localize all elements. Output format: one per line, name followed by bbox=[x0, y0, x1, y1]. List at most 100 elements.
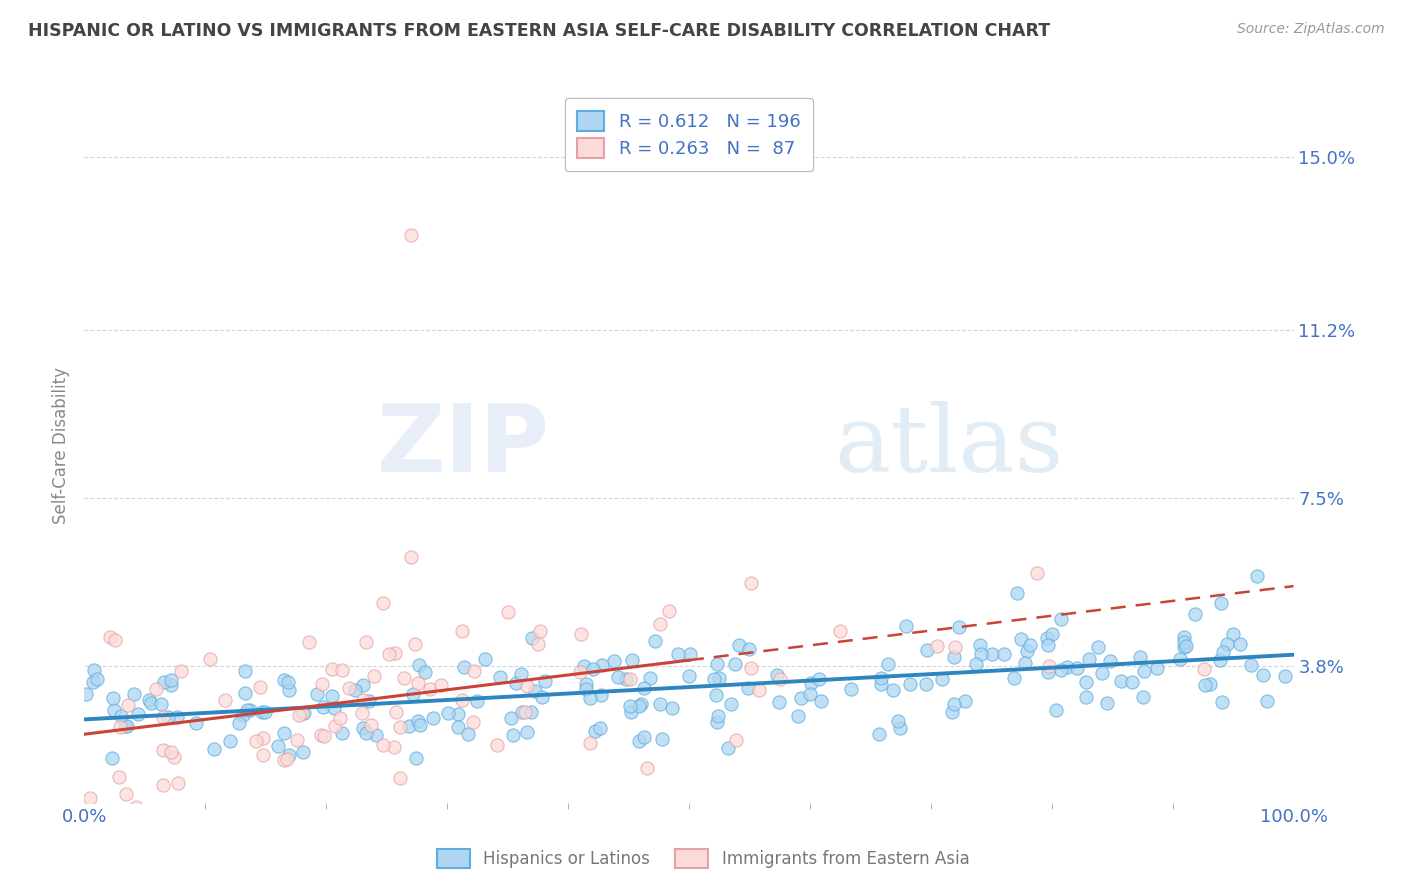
Point bbox=[568, 665, 591, 679]
Point bbox=[322, 701, 344, 715]
Point bbox=[277, 675, 299, 690]
Point bbox=[1025, 566, 1047, 581]
Point bbox=[526, 637, 548, 651]
Point bbox=[405, 751, 427, 765]
Point bbox=[1045, 703, 1067, 717]
Point bbox=[1194, 678, 1216, 692]
Point bbox=[254, 706, 277, 720]
Point bbox=[233, 664, 256, 678]
Point bbox=[1017, 644, 1039, 658]
Point bbox=[707, 709, 730, 723]
Point bbox=[138, 693, 160, 707]
Point bbox=[1014, 656, 1036, 670]
Point bbox=[287, 733, 309, 747]
Point bbox=[486, 738, 509, 752]
Point bbox=[1050, 611, 1073, 625]
Point bbox=[1240, 657, 1263, 672]
Point bbox=[931, 672, 953, 686]
Point bbox=[1066, 661, 1088, 675]
Point bbox=[1209, 653, 1232, 667]
Point bbox=[1005, 586, 1028, 600]
Point bbox=[505, 676, 527, 690]
Point bbox=[607, 671, 630, 685]
Point bbox=[235, 686, 257, 700]
Point bbox=[768, 695, 790, 709]
Y-axis label: Self-Care Disability: Self-Care Disability bbox=[52, 368, 70, 524]
Point bbox=[366, 728, 388, 742]
Point bbox=[1173, 630, 1195, 644]
Point bbox=[1222, 627, 1244, 641]
Point bbox=[159, 745, 181, 759]
Point bbox=[157, 710, 180, 724]
Point bbox=[1002, 671, 1025, 685]
Point bbox=[86, 672, 108, 686]
Point bbox=[520, 705, 543, 719]
Point bbox=[679, 647, 702, 661]
Point bbox=[530, 690, 553, 704]
Point bbox=[1038, 658, 1060, 673]
Point bbox=[706, 714, 728, 729]
Point bbox=[232, 707, 254, 722]
Point bbox=[969, 638, 991, 652]
Point bbox=[1036, 638, 1059, 652]
Point bbox=[465, 694, 488, 708]
Point bbox=[108, 770, 131, 784]
Point bbox=[633, 730, 655, 744]
Point bbox=[644, 634, 666, 648]
Point bbox=[790, 690, 813, 705]
Point bbox=[993, 648, 1015, 662]
Point bbox=[463, 664, 485, 678]
Point bbox=[329, 711, 352, 725]
Point bbox=[388, 720, 411, 734]
Point bbox=[79, 791, 101, 805]
Point bbox=[630, 697, 652, 711]
Point bbox=[352, 706, 374, 720]
Point bbox=[628, 734, 651, 748]
Text: atlas: atlas bbox=[834, 401, 1063, 491]
Point bbox=[122, 687, 145, 701]
Point bbox=[915, 677, 938, 691]
Point bbox=[385, 705, 408, 719]
Point bbox=[214, 692, 236, 706]
Point bbox=[724, 733, 747, 747]
Point bbox=[249, 681, 271, 695]
Point bbox=[388, 771, 411, 785]
Point bbox=[398, 719, 420, 733]
Point bbox=[198, 652, 221, 666]
Point bbox=[104, 632, 127, 647]
Point bbox=[627, 699, 650, 714]
Point bbox=[312, 729, 335, 743]
Point bbox=[1128, 649, 1150, 664]
Point bbox=[728, 638, 751, 652]
Point bbox=[661, 701, 683, 715]
Point bbox=[273, 673, 295, 687]
Point bbox=[830, 624, 852, 639]
Point bbox=[451, 692, 474, 706]
Point bbox=[894, 618, 917, 632]
Point bbox=[236, 703, 259, 717]
Point bbox=[870, 671, 893, 685]
Point bbox=[868, 726, 890, 740]
Point bbox=[1173, 640, 1195, 654]
Point bbox=[429, 678, 451, 692]
Point bbox=[152, 778, 174, 792]
Point bbox=[738, 642, 761, 657]
Point bbox=[980, 647, 1002, 661]
Point bbox=[453, 660, 475, 674]
Point bbox=[252, 731, 274, 746]
Point bbox=[633, 681, 655, 696]
Point bbox=[141, 696, 163, 710]
Point bbox=[252, 747, 274, 762]
Point bbox=[589, 688, 612, 702]
Point bbox=[488, 669, 510, 683]
Point bbox=[534, 673, 557, 688]
Point bbox=[496, 605, 519, 619]
Point bbox=[1173, 635, 1195, 649]
Point bbox=[841, 681, 863, 696]
Point bbox=[502, 728, 524, 742]
Point bbox=[501, 710, 523, 724]
Point bbox=[1019, 638, 1042, 652]
Point bbox=[291, 745, 314, 759]
Point bbox=[277, 747, 299, 762]
Point bbox=[704, 688, 727, 702]
